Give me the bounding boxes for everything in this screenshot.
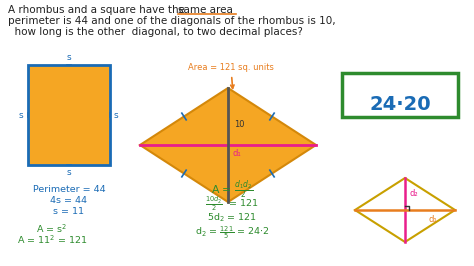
Text: A = $\frac{d_1 d_2}{2}$: A = $\frac{d_1 d_2}{2}$ bbox=[211, 178, 253, 201]
Text: s: s bbox=[18, 110, 23, 119]
Text: A = 11$^2$ = 121: A = 11$^2$ = 121 bbox=[17, 233, 87, 246]
Text: A rhombus and a square have the: A rhombus and a square have the bbox=[8, 5, 188, 15]
Text: s = 11: s = 11 bbox=[54, 207, 84, 216]
Text: s: s bbox=[67, 53, 71, 62]
Text: d$_2$ = $\frac{121}{5}$ = 24$\cdot$2: d$_2$ = $\frac{121}{5}$ = 24$\cdot$2 bbox=[195, 224, 269, 241]
Text: same area: same area bbox=[178, 5, 233, 15]
Text: d₁: d₁ bbox=[428, 215, 438, 224]
Text: perimeter is 44 and one of the diagonals of the rhombus is 10,: perimeter is 44 and one of the diagonals… bbox=[8, 16, 336, 26]
Text: 24·20: 24·20 bbox=[369, 95, 431, 114]
Text: how long is the other  diagonal, to two decimal places?: how long is the other diagonal, to two d… bbox=[8, 27, 303, 37]
Bar bbox=[28, 65, 110, 165]
Text: s: s bbox=[114, 110, 118, 119]
FancyBboxPatch shape bbox=[342, 73, 458, 117]
Text: 10: 10 bbox=[234, 120, 245, 129]
Text: d₁: d₁ bbox=[233, 148, 242, 157]
Text: Perimeter = 44: Perimeter = 44 bbox=[33, 185, 105, 194]
Text: 4s = 44: 4s = 44 bbox=[51, 196, 88, 205]
Text: A = s$^2$: A = s$^2$ bbox=[36, 222, 67, 235]
Text: s: s bbox=[67, 168, 71, 177]
Text: Area = 121 sq. units: Area = 121 sq. units bbox=[188, 63, 274, 88]
Text: d₂: d₂ bbox=[410, 189, 419, 198]
Text: $\frac{10d_2}{2}$  = 121: $\frac{10d_2}{2}$ = 121 bbox=[205, 196, 259, 214]
Polygon shape bbox=[140, 88, 316, 202]
Text: 5d$_2$ = 121: 5d$_2$ = 121 bbox=[207, 212, 257, 225]
